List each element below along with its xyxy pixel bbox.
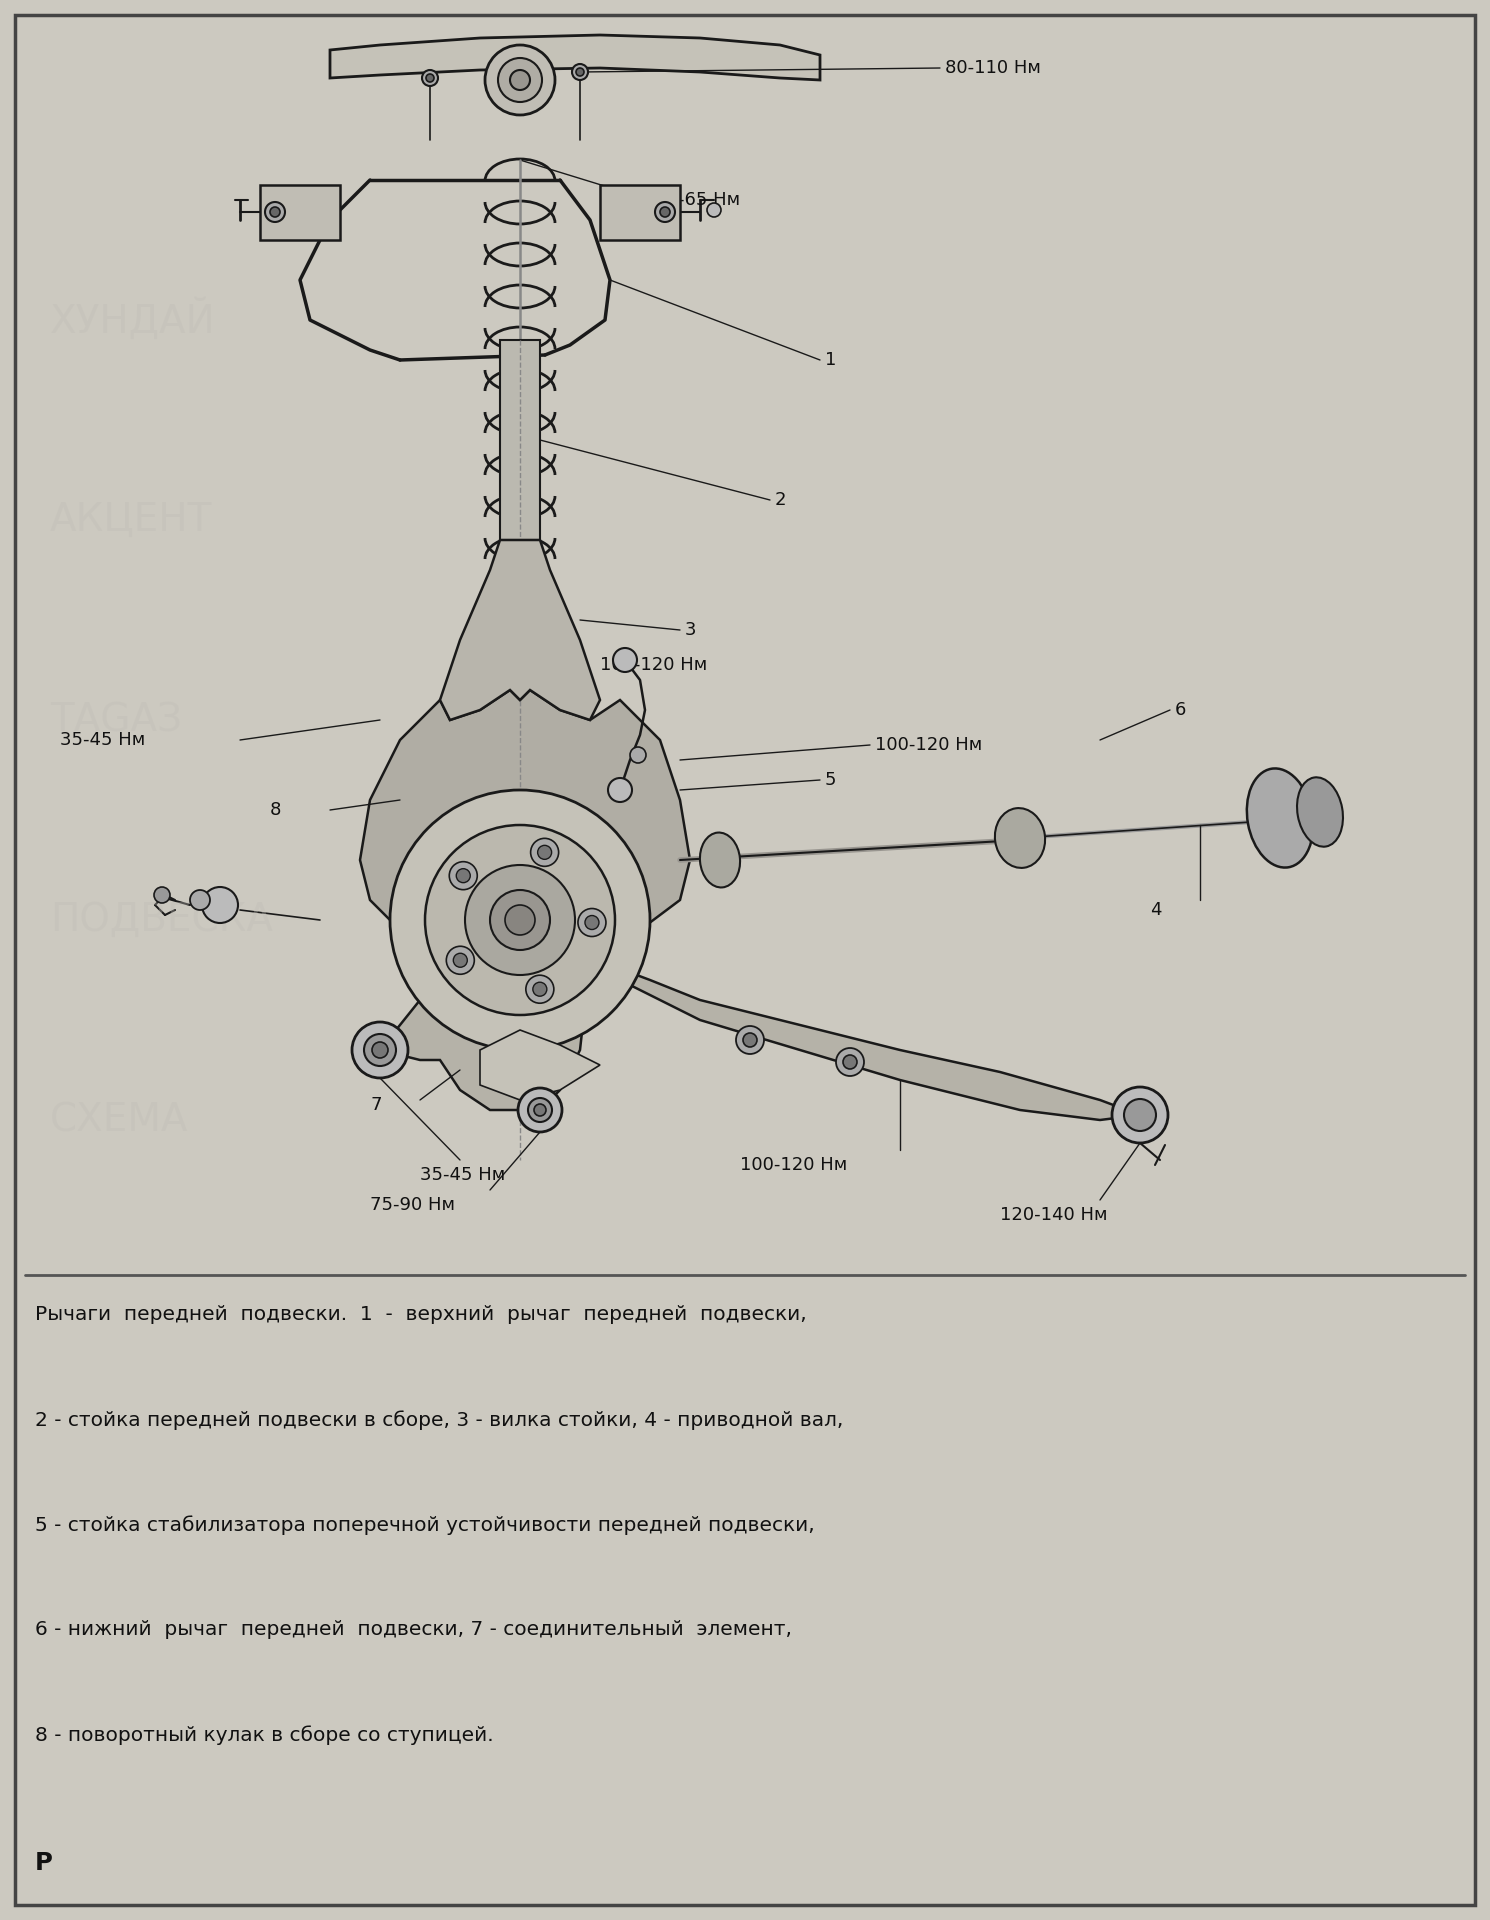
Polygon shape [480, 1029, 600, 1100]
Circle shape [578, 908, 606, 937]
Text: 80-110 Нм: 80-110 Нм [945, 60, 1042, 77]
Circle shape [630, 747, 647, 762]
Circle shape [510, 69, 530, 90]
Circle shape [352, 1021, 408, 1077]
Ellipse shape [465, 866, 575, 975]
Text: 35-45 Нм: 35-45 Нм [420, 1165, 505, 1185]
Circle shape [660, 207, 671, 217]
Circle shape [527, 1098, 551, 1121]
Bar [600, 184, 679, 240]
Circle shape [706, 204, 721, 217]
Circle shape [736, 1025, 764, 1054]
Circle shape [533, 1104, 545, 1116]
Ellipse shape [1247, 768, 1313, 868]
Text: 7: 7 [370, 1096, 381, 1114]
Ellipse shape [700, 833, 741, 887]
Text: АКЦЕНТ: АКЦЕНТ [51, 501, 213, 540]
Text: Р: Р [34, 1851, 52, 1876]
Circle shape [456, 868, 471, 883]
Text: 100-120 Нм: 100-120 Нм [741, 1156, 848, 1173]
Text: 8: 8 [270, 801, 282, 820]
Polygon shape [361, 689, 690, 945]
Text: 4: 4 [1150, 900, 1162, 920]
Circle shape [364, 1035, 396, 1066]
Text: 2 - стойка передней подвески в сборе, 3 - вилка стойки, 4 - приводной вал,: 2 - стойка передней подвески в сборе, 3 … [34, 1409, 843, 1430]
Circle shape [447, 947, 474, 973]
Circle shape [656, 202, 675, 223]
Ellipse shape [390, 789, 650, 1050]
Circle shape [191, 891, 210, 910]
Text: 6 - нижний  рычаг  передней  подвески, 7 - соединительный  элемент,: 6 - нижний рычаг передней подвески, 7 - … [34, 1620, 793, 1640]
Circle shape [526, 975, 554, 1004]
Circle shape [422, 69, 438, 86]
Text: ТАGАЗ: ТАGАЗ [51, 701, 182, 739]
Text: 120-140 Нм: 120-140 Нм [1000, 1206, 1107, 1225]
Circle shape [538, 845, 551, 860]
FancyBboxPatch shape [15, 15, 1475, 1905]
Ellipse shape [995, 808, 1044, 868]
Circle shape [426, 75, 434, 83]
Ellipse shape [490, 891, 550, 950]
Text: 1: 1 [825, 351, 836, 369]
Text: 5: 5 [825, 772, 836, 789]
Text: ХУНДАЙ: ХУНДАЙ [51, 300, 216, 342]
Text: 8 - поворотный кулак в сборе со ступицей.: 8 - поворотный кулак в сборе со ступицей… [34, 1724, 493, 1745]
Circle shape [572, 63, 589, 81]
Text: 75-90 Нм: 75-90 Нм [370, 1196, 454, 1213]
Text: 100-120 Нм: 100-120 Нм [875, 735, 982, 755]
Text: 6: 6 [1176, 701, 1186, 718]
Text: ПОДВЕСКА: ПОДВЕСКА [51, 900, 273, 939]
Text: Рычаги  передней  подвески.  1  -  верхний  рычаг  передней  подвески,: Рычаги передней подвески. 1 - верхний ры… [34, 1306, 806, 1325]
Circle shape [270, 207, 280, 217]
Circle shape [608, 778, 632, 803]
Circle shape [577, 67, 584, 77]
Circle shape [203, 887, 238, 924]
Text: 35-45 Нм: 35-45 Нм [60, 732, 145, 749]
Polygon shape [329, 35, 820, 81]
Circle shape [1123, 1098, 1156, 1131]
Circle shape [153, 887, 170, 902]
Circle shape [486, 44, 554, 115]
Bar [501, 340, 539, 540]
Circle shape [744, 1033, 757, 1046]
Text: 5 - стойка стабилизатора поперечной устойчивости передней подвески,: 5 - стойка стабилизатора поперечной усто… [34, 1515, 815, 1534]
Circle shape [372, 1043, 387, 1058]
Circle shape [612, 649, 638, 672]
Circle shape [265, 202, 285, 223]
Circle shape [450, 862, 477, 889]
Text: 3: 3 [685, 620, 696, 639]
Circle shape [498, 58, 542, 102]
Circle shape [533, 983, 547, 996]
Polygon shape [440, 540, 600, 720]
Ellipse shape [505, 904, 535, 935]
Circle shape [530, 839, 559, 866]
Polygon shape [380, 945, 1140, 1119]
Circle shape [519, 1089, 562, 1133]
Ellipse shape [1296, 778, 1342, 847]
Circle shape [1112, 1087, 1168, 1142]
Circle shape [586, 916, 599, 929]
Text: 100-120 Нм: 100-120 Нм [600, 657, 708, 674]
Circle shape [836, 1048, 864, 1075]
Text: 2: 2 [775, 492, 787, 509]
Circle shape [453, 952, 468, 968]
Ellipse shape [425, 826, 615, 1016]
Circle shape [843, 1054, 857, 1069]
Bar [259, 184, 340, 240]
Text: 55-65 Нм: 55-65 Нм [656, 190, 741, 209]
Text: СХЕМА: СХЕМА [51, 1100, 189, 1139]
